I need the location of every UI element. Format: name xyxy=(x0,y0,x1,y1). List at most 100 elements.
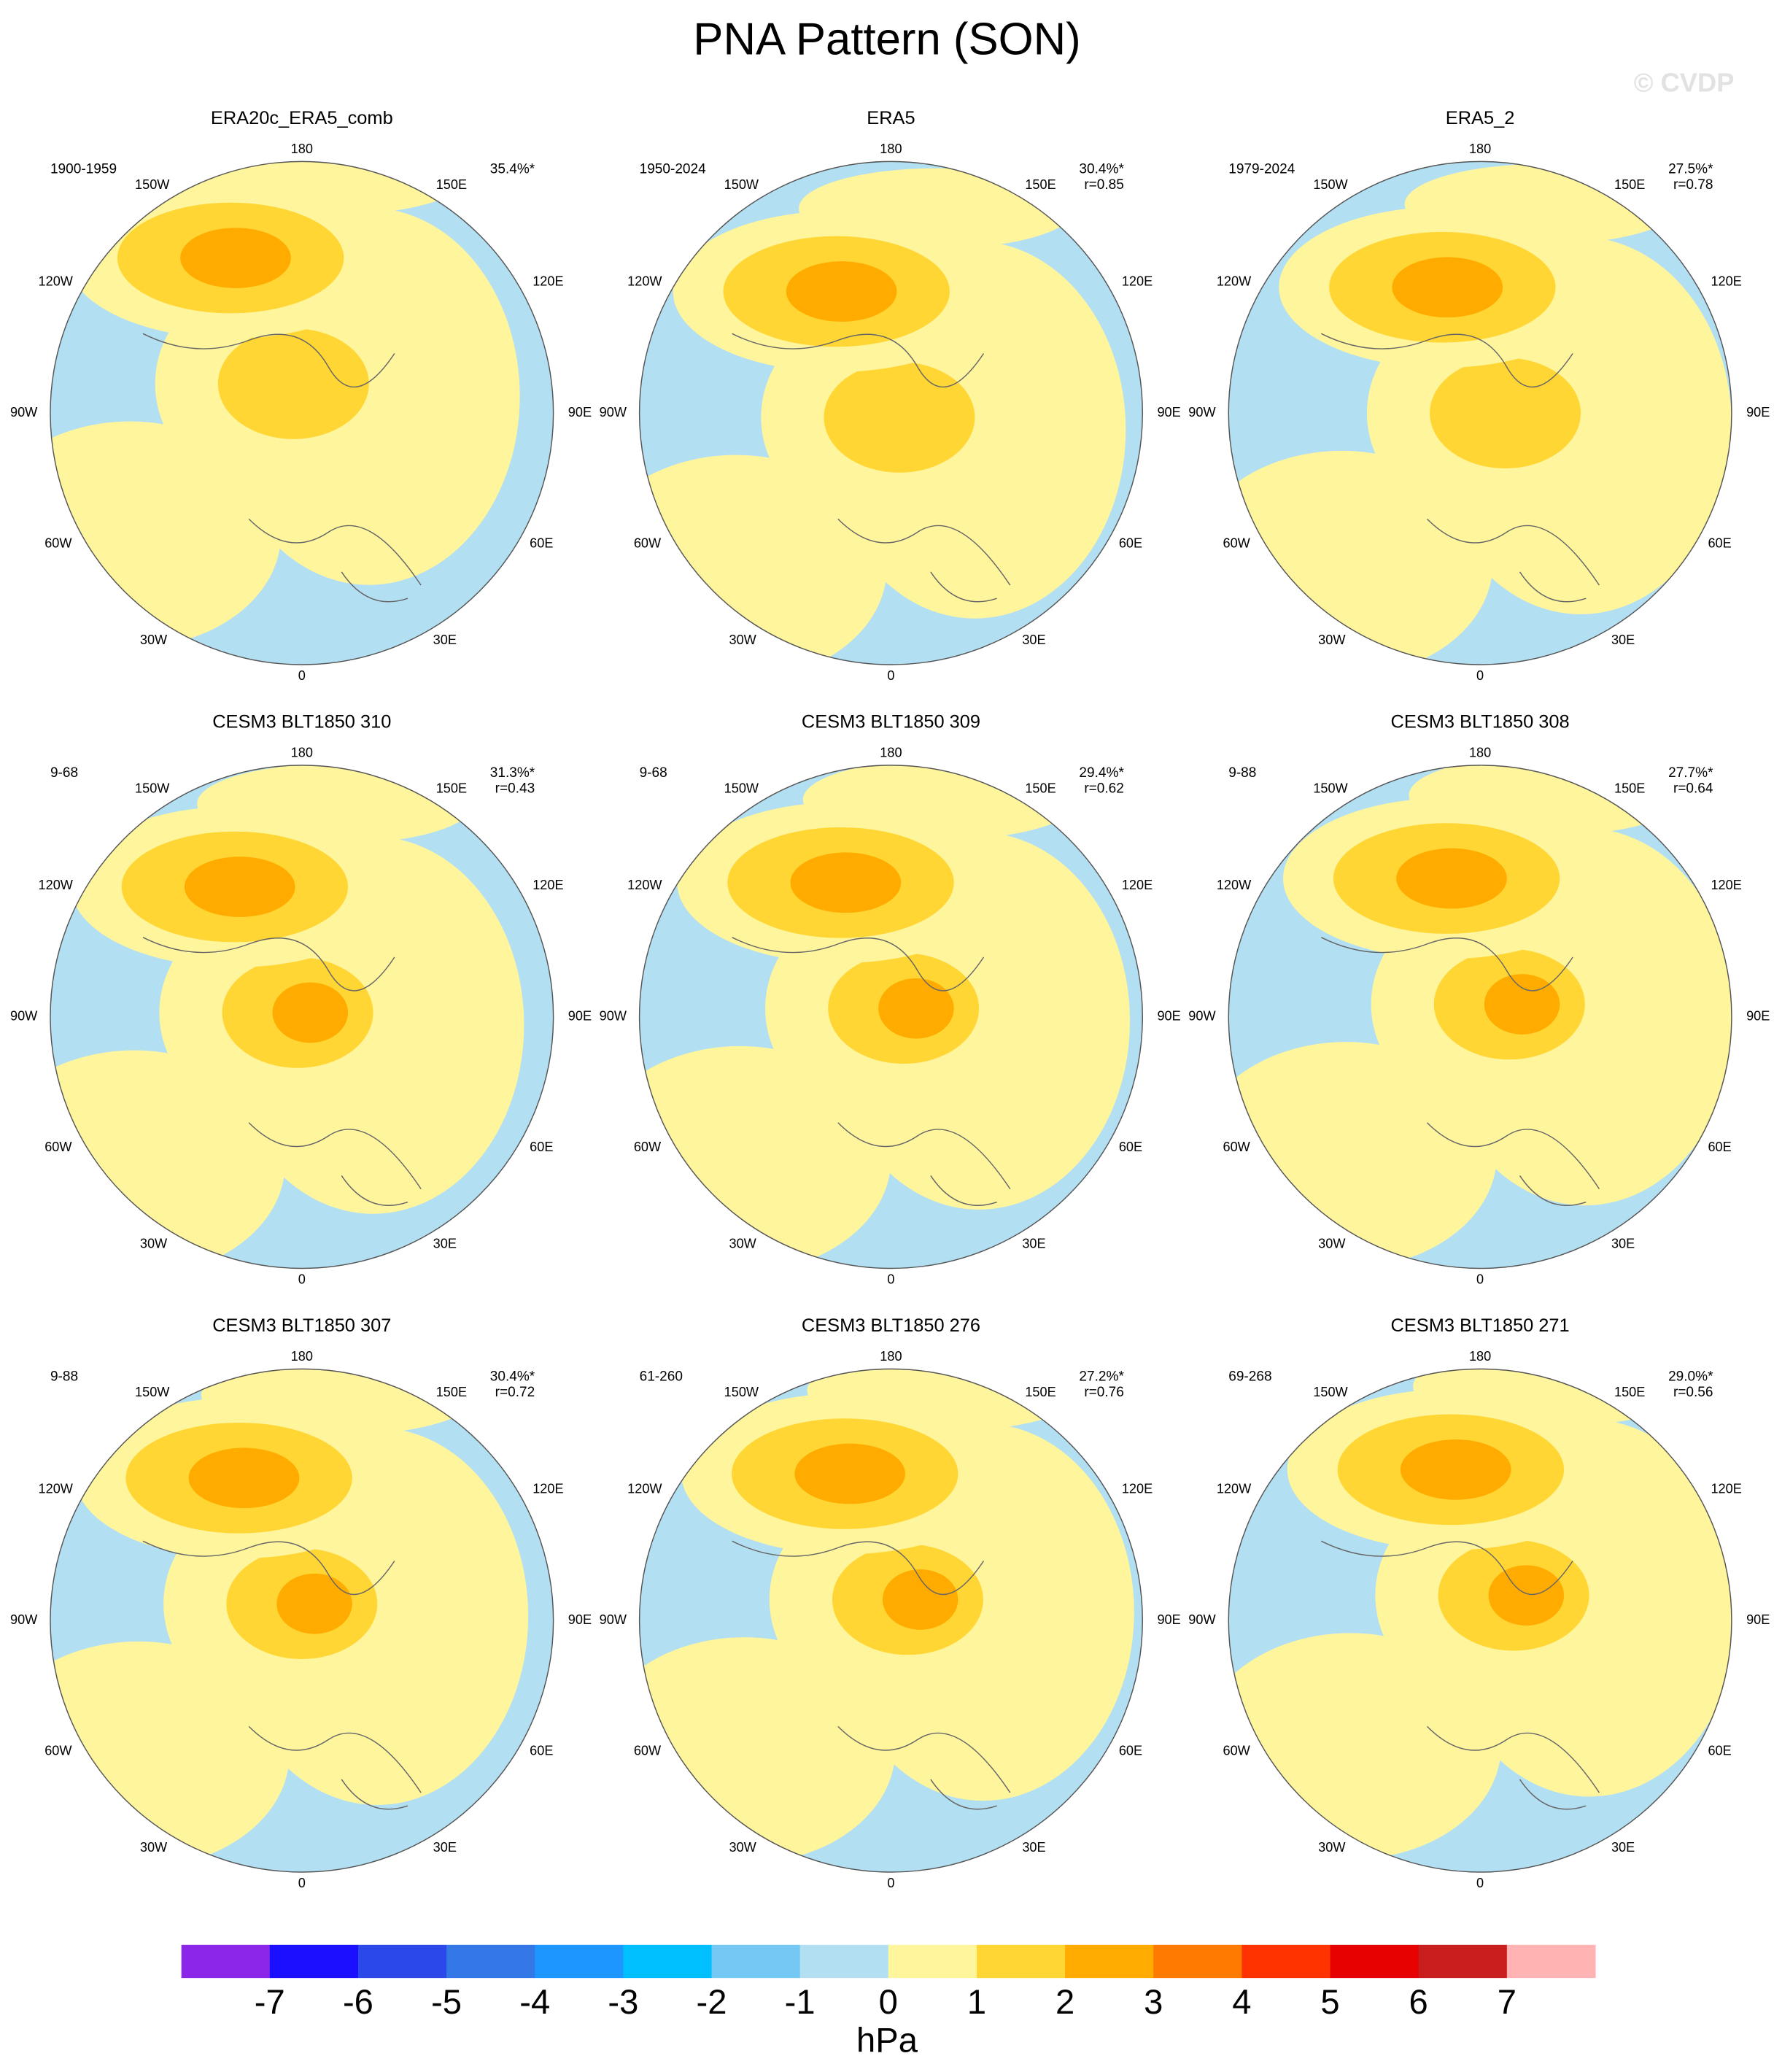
map-border xyxy=(50,765,554,1269)
colorbar-box xyxy=(269,1944,359,1979)
colorbar-box xyxy=(888,1944,977,1979)
longitude-label: 120W xyxy=(627,1481,662,1496)
colorbar-box xyxy=(976,1944,1066,1979)
longitude-label: 120W xyxy=(1217,878,1252,892)
longitude-label: 30E xyxy=(433,633,457,647)
longitude-label: 120W xyxy=(627,878,662,892)
colorbar-box xyxy=(1065,1944,1154,1979)
longitude-label: 150E xyxy=(436,1385,467,1399)
longitude-label: 30E xyxy=(1611,1840,1635,1855)
longitude-label: 60W xyxy=(44,536,72,551)
longitude-label: 30W xyxy=(1318,1237,1346,1251)
longitude-label: 180 xyxy=(1469,142,1491,156)
map xyxy=(50,1369,554,1872)
map xyxy=(639,765,1143,1269)
longitude-label: 180 xyxy=(1469,1349,1491,1364)
panel-title: CESM3 BLT1850 309 xyxy=(802,712,980,732)
contour-fill xyxy=(1400,1439,1511,1500)
period: 1900-1959 xyxy=(50,161,117,177)
longitude-label: 150E xyxy=(1614,177,1645,192)
longitude-label: 90E xyxy=(568,405,592,420)
longitude-label: 150E xyxy=(436,177,467,192)
period: 9-68 xyxy=(50,765,78,781)
longitude-label: 120W xyxy=(39,274,74,288)
colorbar-tick-label: 5 xyxy=(1320,1982,1339,2021)
longitude-label: 120E xyxy=(1711,1481,1741,1496)
longitude-label: 90W xyxy=(10,1008,38,1023)
colorbar-tick-label: 0 xyxy=(879,1982,898,2021)
longitude-label: 150E xyxy=(1025,1385,1056,1399)
colorbar-tick-label: -1 xyxy=(785,1982,816,2021)
coastline xyxy=(732,1540,1011,1810)
contour-fill xyxy=(276,1573,352,1634)
contour-fill xyxy=(1430,357,1581,469)
panel-title: CESM3 BLT1850 307 xyxy=(212,1315,391,1336)
longitude-label: 0 xyxy=(298,1876,306,1890)
longitude-label: 90W xyxy=(1188,405,1216,420)
correlation: r=0.64 xyxy=(1673,781,1713,797)
colorbar-box xyxy=(1418,1944,1508,1979)
figure-title: PNA Pattern (SON) xyxy=(693,14,1080,64)
period: 1950-2024 xyxy=(640,161,706,177)
longitude-label: 60W xyxy=(634,1744,662,1758)
longitude-label: 60W xyxy=(1223,1744,1250,1758)
longitude-label: 30W xyxy=(140,1840,168,1855)
longitude-label: 180 xyxy=(880,745,902,759)
longitude-label: 60W xyxy=(44,1744,72,1758)
colorbar-tick-label: 3 xyxy=(1144,1982,1163,2021)
longitude-label: 60E xyxy=(1119,1140,1142,1154)
longitude-label: 120E xyxy=(532,274,563,288)
map xyxy=(1228,765,1732,1269)
longitude-label: 60W xyxy=(634,1140,662,1154)
colorbar-box xyxy=(535,1944,624,1979)
longitude-label: 90W xyxy=(600,1008,627,1023)
longitude-label: 90E xyxy=(1746,1612,1770,1627)
longitude-label: 0 xyxy=(887,668,894,683)
longitude-label: 90E xyxy=(1157,405,1180,420)
variance: 27.7%* xyxy=(1668,765,1713,781)
contour-fill xyxy=(794,1443,905,1504)
panel-title: CESM3 BLT1850 308 xyxy=(1391,712,1570,732)
contour-fill xyxy=(882,1569,958,1630)
longitude-label: 120E xyxy=(1122,274,1153,288)
longitude-label: 150E xyxy=(1614,781,1645,795)
longitude-label: 60W xyxy=(634,536,662,551)
panel-title: ERA5 xyxy=(867,108,915,128)
period: 9-88 xyxy=(50,1369,78,1384)
longitude-label: 60E xyxy=(1119,536,1142,551)
longitude-label: 120W xyxy=(39,878,74,892)
contour-fill xyxy=(1484,974,1560,1035)
longitude-label: 60W xyxy=(44,1140,72,1154)
longitude-label: 60E xyxy=(530,1140,553,1154)
coastline xyxy=(142,333,422,603)
panel-title: ERA20c_ERA5_comb xyxy=(211,108,393,128)
longitude-label: 30W xyxy=(1318,633,1346,647)
longitude-label: 30E xyxy=(1611,1237,1635,1251)
longitude-label: 60E xyxy=(1708,1140,1731,1154)
longitude-label: 150E xyxy=(1025,177,1056,192)
coastline xyxy=(1320,1540,1600,1810)
longitude-label: 180 xyxy=(291,142,313,156)
longitude-label: 120E xyxy=(1122,1481,1153,1496)
longitude-label: 0 xyxy=(1476,1876,1484,1890)
longitude-label: 120E xyxy=(1122,878,1153,892)
longitude-label: 90E xyxy=(1157,1008,1180,1023)
colorbar-box xyxy=(1330,1944,1419,1979)
colorbar-box xyxy=(181,1944,271,1979)
coastline xyxy=(1320,937,1600,1206)
colorbar-box xyxy=(799,1944,889,1979)
longitude-label: 120E xyxy=(1711,878,1741,892)
contour-fill xyxy=(824,362,975,473)
coastline xyxy=(142,937,422,1206)
contour-fill xyxy=(1392,257,1503,318)
colorbar-box xyxy=(1242,1944,1331,1979)
colorbar-box xyxy=(1153,1944,1242,1979)
variance: 27.2%* xyxy=(1079,1369,1124,1384)
panel-title: CESM3 BLT1850 276 xyxy=(802,1315,980,1336)
colorbar-label: hPa xyxy=(856,2021,918,2060)
longitude-label: 90E xyxy=(568,1612,592,1627)
longitude-label: 30E xyxy=(1022,1237,1045,1251)
longitude-label: 30E xyxy=(1022,633,1045,647)
